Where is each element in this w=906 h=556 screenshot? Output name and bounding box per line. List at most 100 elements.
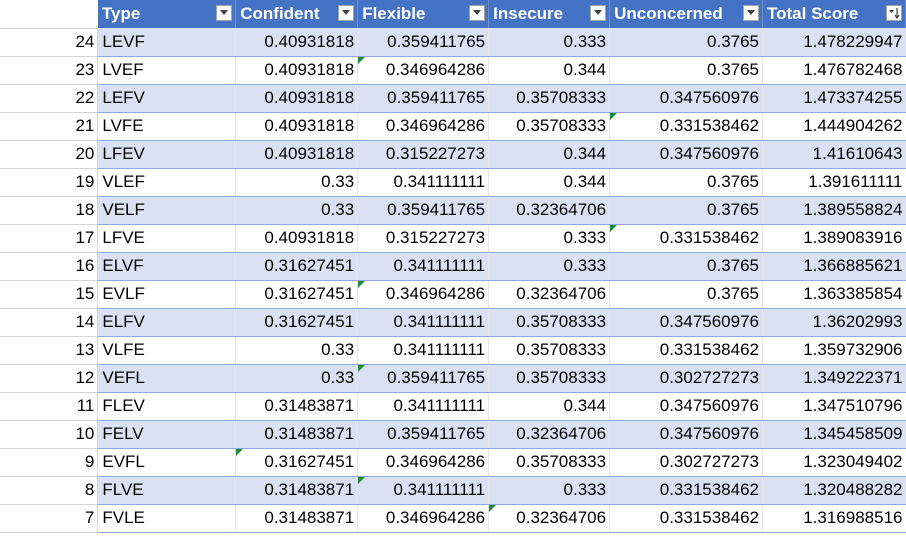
cell-type[interactable]: LVEF bbox=[97, 56, 236, 85]
cell-type[interactable]: LFVE bbox=[97, 224, 236, 253]
filter-dropdown-icon[interactable] bbox=[338, 5, 355, 21]
header-insecure[interactable]: Insecure bbox=[488, 0, 611, 28]
cell-type[interactable]: EVFL bbox=[97, 448, 236, 477]
row-number[interactable]: 17 bbox=[0, 224, 99, 253]
filter-dropdown-icon[interactable] bbox=[469, 5, 486, 21]
cell-insecure[interactable]: 0.344 bbox=[488, 392, 610, 421]
error-indicator-icon[interactable] bbox=[610, 224, 618, 232]
row-number[interactable]: 10 bbox=[0, 420, 99, 449]
cell-confident[interactable]: 0.31627451 bbox=[235, 308, 358, 337]
cell-confident[interactable]: 0.33 bbox=[235, 336, 358, 365]
cell-insecure[interactable]: 0.344 bbox=[488, 140, 610, 169]
header-confident[interactable]: Confident bbox=[235, 0, 359, 28]
cell-insecure[interactable]: 0.35708333 bbox=[488, 308, 610, 337]
cell-confident[interactable]: 0.40931818 bbox=[235, 140, 358, 169]
sort-descending-filter-icon[interactable] bbox=[886, 5, 902, 21]
cell-unconcerned[interactable]: 0.347560976 bbox=[609, 392, 763, 421]
cell-confident[interactable]: 0.31483871 bbox=[235, 504, 358, 533]
cell-total-score[interactable]: 1.359732906 bbox=[762, 336, 906, 365]
cell-type[interactable]: EVLF bbox=[97, 280, 236, 309]
cell-total-score[interactable]: 1.320488282 bbox=[762, 476, 906, 505]
cell-type[interactable]: VELF bbox=[97, 196, 236, 225]
cell-insecure[interactable]: 0.35708333 bbox=[488, 336, 610, 365]
cell-confident[interactable]: 0.40931818 bbox=[235, 112, 358, 141]
row-number[interactable]: 7 bbox=[0, 504, 99, 533]
cell-unconcerned[interactable]: 0.347560976 bbox=[609, 420, 763, 449]
cell-flexible[interactable]: 0.315227273 bbox=[357, 140, 489, 169]
cell-unconcerned[interactable]: 0.347560976 bbox=[609, 308, 763, 337]
cell-insecure[interactable]: 0.35708333 bbox=[488, 448, 610, 477]
cell-total-score[interactable]: 1.473374255 bbox=[762, 84, 906, 113]
row-number-header[interactable] bbox=[0, 0, 98, 29]
filter-dropdown-icon[interactable] bbox=[216, 5, 233, 21]
cell-confident[interactable]: 0.40931818 bbox=[235, 56, 358, 85]
cell-total-score[interactable]: 1.316988516 bbox=[762, 504, 906, 533]
cell-total-score[interactable]: 1.476782468 bbox=[762, 56, 906, 85]
cell-unconcerned[interactable]: 0.3765 bbox=[609, 252, 763, 281]
cell-unconcerned[interactable]: 0.3765 bbox=[609, 196, 763, 225]
cell-total-score[interactable]: 1.41610643 bbox=[762, 140, 906, 169]
cell-total-score[interactable]: 1.363385854 bbox=[762, 280, 906, 309]
cell-unconcerned[interactable]: 0.3765 bbox=[609, 168, 763, 197]
cell-unconcerned[interactable]: 0.3765 bbox=[609, 56, 763, 85]
cell-confident[interactable]: 0.31627451 bbox=[235, 252, 358, 281]
cell-flexible[interactable]: 0.341111111 bbox=[357, 308, 489, 337]
cell-type[interactable]: VEFL bbox=[97, 364, 236, 393]
cell-flexible[interactable]: 0.341111111 bbox=[357, 476, 489, 505]
cell-insecure[interactable]: 0.333 bbox=[488, 28, 610, 57]
cell-flexible[interactable]: 0.346964286 bbox=[357, 280, 489, 309]
cell-unconcerned[interactable]: 0.302727273 bbox=[609, 448, 763, 477]
cell-flexible[interactable]: 0.341111111 bbox=[357, 336, 489, 365]
cell-type[interactable]: LEVF bbox=[97, 28, 236, 57]
cell-type[interactable]: ELVF bbox=[97, 252, 236, 281]
filter-dropdown-icon[interactable] bbox=[743, 5, 760, 21]
error-indicator-icon[interactable] bbox=[358, 56, 366, 64]
cell-insecure[interactable]: 0.35708333 bbox=[488, 112, 610, 141]
cell-flexible[interactable]: 0.359411765 bbox=[357, 420, 489, 449]
error-indicator-icon[interactable] bbox=[358, 476, 366, 484]
cell-insecure[interactable]: 0.32364706 bbox=[488, 280, 610, 309]
cell-total-score[interactable]: 1.36202993 bbox=[762, 308, 906, 337]
row-number[interactable]: 19 bbox=[0, 168, 99, 197]
cell-type[interactable]: FLVE bbox=[97, 476, 236, 505]
cell-type[interactable]: FELV bbox=[97, 420, 236, 449]
cell-flexible[interactable]: 0.341111111 bbox=[357, 392, 489, 421]
cell-unconcerned[interactable]: 0.347560976 bbox=[609, 140, 763, 169]
cell-unconcerned[interactable]: 0.3765 bbox=[609, 280, 763, 309]
cell-type[interactable]: FVLE bbox=[97, 504, 236, 533]
cell-type[interactable]: ELFV bbox=[97, 308, 236, 337]
cell-total-score[interactable]: 1.389558824 bbox=[762, 196, 906, 225]
cell-unconcerned[interactable]: 0.3765 bbox=[609, 28, 763, 57]
cell-total-score[interactable]: 1.478229947 bbox=[762, 28, 906, 57]
header-type[interactable]: Type bbox=[97, 0, 237, 28]
row-number[interactable]: 16 bbox=[0, 252, 99, 281]
cell-flexible[interactable]: 0.346964286 bbox=[357, 504, 489, 533]
row-number[interactable]: 22 bbox=[0, 84, 99, 113]
cell-insecure[interactable]: 0.333 bbox=[488, 476, 610, 505]
row-number[interactable]: 14 bbox=[0, 308, 99, 337]
cell-confident[interactable]: 0.33 bbox=[235, 168, 358, 197]
row-number[interactable]: 18 bbox=[0, 196, 99, 225]
cell-unconcerned[interactable]: 0.331538462 bbox=[609, 476, 763, 505]
cell-insecure[interactable]: 0.344 bbox=[488, 168, 610, 197]
cell-flexible[interactable]: 0.315227273 bbox=[357, 224, 489, 253]
cell-flexible[interactable]: 0.346964286 bbox=[357, 56, 489, 85]
cell-insecure[interactable]: 0.333 bbox=[488, 224, 610, 253]
row-number[interactable]: 13 bbox=[0, 336, 99, 365]
row-number[interactable]: 9 bbox=[0, 448, 99, 477]
cell-confident[interactable]: 0.40931818 bbox=[235, 28, 358, 57]
cell-type[interactable]: LVFE bbox=[97, 112, 236, 141]
row-number[interactable]: 23 bbox=[0, 56, 99, 85]
cell-unconcerned[interactable]: 0.331538462 bbox=[609, 112, 763, 141]
cell-flexible[interactable]: 0.341111111 bbox=[357, 252, 489, 281]
cell-confident[interactable]: 0.40931818 bbox=[235, 224, 358, 253]
cell-type[interactable]: VLEF bbox=[97, 168, 236, 197]
cell-type[interactable]: LEFV bbox=[97, 84, 236, 113]
error-indicator-icon[interactable] bbox=[358, 280, 366, 288]
cell-unconcerned[interactable]: 0.331538462 bbox=[609, 504, 763, 533]
cell-total-score[interactable]: 1.345458509 bbox=[762, 420, 906, 449]
cell-total-score[interactable]: 1.366885621 bbox=[762, 252, 906, 281]
cell-insecure[interactable]: 0.32364706 bbox=[488, 504, 610, 533]
cell-unconcerned[interactable]: 0.331538462 bbox=[609, 224, 763, 253]
cell-flexible[interactable]: 0.359411765 bbox=[357, 84, 489, 113]
